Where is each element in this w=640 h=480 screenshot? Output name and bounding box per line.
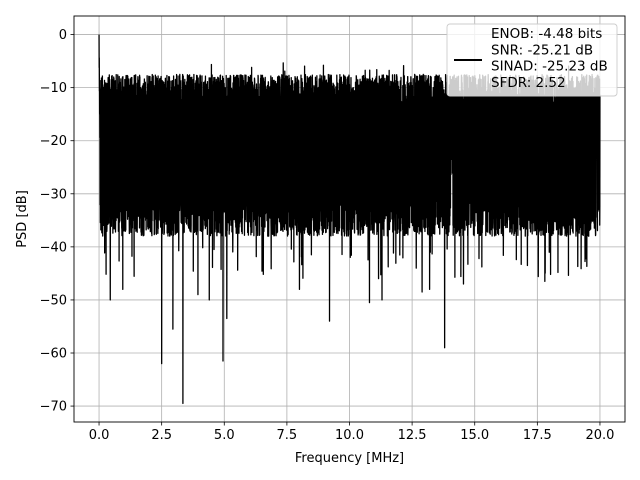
- y-tick-label: −10: [40, 81, 67, 96]
- x-tick-label: 17.5: [523, 428, 552, 443]
- x-tick-label: 10.0: [335, 428, 364, 443]
- legend-box: [446, 23, 618, 97]
- x-tick-label: 7.5: [277, 428, 298, 443]
- x-tick-label: 15.0: [460, 428, 489, 443]
- x-tick-label: 5.0: [214, 428, 235, 443]
- y-tick-label: −40: [40, 240, 67, 255]
- psd-series-line: [98, 34, 601, 405]
- y-tick-label: −60: [40, 347, 67, 362]
- x-tick-label: 12.5: [398, 428, 427, 443]
- legend: ENOB: -4.48 bits SNR: -25.21 dB SINAD: -…: [446, 23, 618, 97]
- legend-entry-enob: ENOB: -4.48 bits: [491, 26, 602, 42]
- y-tick-label: −20: [40, 134, 67, 149]
- y-tick-label: −30: [40, 187, 67, 202]
- legend-entry-snr: SNR: -25.21 dB: [491, 42, 593, 58]
- x-axis-label: Frequency [MHz]: [295, 451, 404, 466]
- x-tick-label: 0.0: [89, 428, 110, 443]
- y-axis: 0 −10 −20 −30 −40 −50 −60 −70: [40, 28, 74, 415]
- y-axis-label: PSD [dB]: [15, 190, 30, 248]
- legend-entry-sfdr: SFDR: 2.52: [491, 75, 566, 91]
- x-axis: 0.0 2.5 5.0 7.5 10.0 12.5 15.0 17.5 20.0: [89, 422, 614, 443]
- legend-entry-sinad: SINAD: -25.23 dB: [491, 59, 608, 75]
- y-tick-label: 0: [59, 28, 67, 43]
- psd-trace: [98, 34, 601, 405]
- y-tick-label: −50: [40, 293, 67, 308]
- x-tick-label: 20.0: [585, 428, 614, 443]
- x-tick-label: 2.5: [151, 428, 172, 443]
- y-tick-label: −70: [40, 400, 67, 415]
